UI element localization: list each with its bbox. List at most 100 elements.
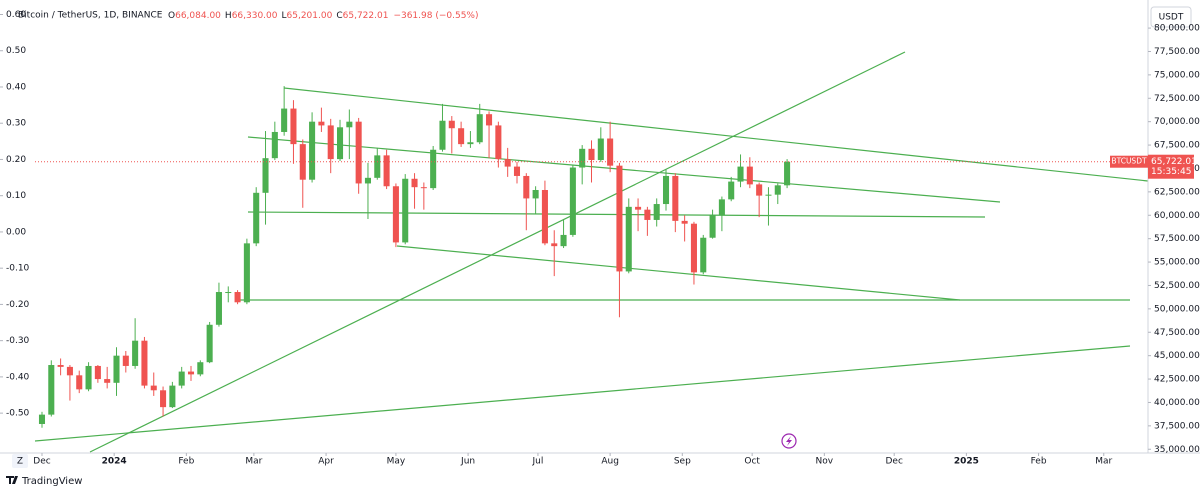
y-tick-label: 67,500.00 bbox=[1154, 141, 1200, 151]
unit-button[interactable] bbox=[1150, 6, 1192, 28]
countdown-label: 15:35:45 bbox=[1151, 167, 1191, 177]
candle-body bbox=[513, 166, 521, 176]
y2-tick-label: 0.10 bbox=[6, 191, 26, 201]
candle-body bbox=[784, 161, 791, 186]
candle-body bbox=[560, 234, 567, 247]
x-tick-label: 2025 bbox=[954, 457, 979, 467]
y-tick-label: 52,500.00 bbox=[1154, 281, 1200, 291]
trend-line bbox=[283, 87, 1149, 182]
ohlc-value: 65,201.00 bbox=[287, 11, 333, 21]
candle-body bbox=[76, 375, 83, 390]
price-tag-label: 65,722.01 bbox=[1151, 157, 1197, 167]
candle-body bbox=[439, 120, 446, 150]
timezone-label[interactable]: Z bbox=[17, 457, 23, 467]
candle-body bbox=[495, 125, 502, 160]
ohlc-key: L bbox=[282, 11, 287, 21]
candle-body bbox=[541, 189, 548, 244]
y-tick-label: 72,500.00 bbox=[1154, 94, 1200, 104]
x-tick-label: Feb bbox=[178, 457, 194, 467]
candle-body bbox=[337, 127, 344, 160]
candle-body bbox=[132, 340, 139, 366]
price-tag bbox=[1148, 154, 1194, 179]
lightning-icon[interactable] bbox=[781, 433, 797, 449]
candle-body bbox=[681, 220, 688, 224]
y-tick-label: 60,000.00 bbox=[1154, 211, 1200, 221]
candle-body bbox=[709, 215, 716, 238]
ohlc-legend: O66,084.00 H66,330.00 L65,201.00 C65,722.01… bbox=[168, 11, 479, 21]
brand-logo bbox=[6, 476, 18, 484]
y2-tick-label: 0.30 bbox=[6, 119, 26, 129]
candle-body bbox=[448, 120, 455, 129]
candle-body bbox=[38, 414, 46, 424]
change-value: −361.98 (−0.55%) bbox=[393, 11, 478, 21]
candle-body bbox=[85, 365, 92, 390]
candle-body bbox=[374, 155, 381, 178]
candle-body bbox=[746, 166, 753, 185]
y-tick-label: 57,500.00 bbox=[1154, 234, 1200, 244]
candle-body bbox=[160, 390, 167, 408]
y-tick-label: 77,500.00 bbox=[1154, 47, 1200, 57]
candle-body bbox=[458, 128, 465, 145]
candle-body bbox=[774, 185, 781, 195]
candle-body bbox=[653, 204, 660, 220]
candle-body bbox=[662, 175, 670, 205]
candle-body bbox=[616, 165, 623, 272]
x-tick-label: Feb bbox=[1031, 457, 1047, 467]
candle-body bbox=[551, 243, 558, 247]
candle-body bbox=[318, 121, 325, 126]
candle-body bbox=[765, 194, 772, 196]
candle-body bbox=[625, 206, 632, 272]
candle-body bbox=[355, 121, 362, 184]
symbol-title: Bitcoin / TetherUS, 1D, BINANCE bbox=[18, 11, 163, 21]
unit-label[interactable]: USDT bbox=[1159, 13, 1184, 23]
y2-tick-label: 0.60 bbox=[6, 10, 26, 20]
symbol-tag-label: BTCUSDT bbox=[1111, 157, 1147, 166]
y-tick-label: 37,500.00 bbox=[1154, 421, 1200, 431]
y-tick-label: 75,000.00 bbox=[1154, 70, 1200, 80]
y-tick-label: 80,000.00 bbox=[1154, 24, 1200, 34]
trend-lines bbox=[34, 51, 1149, 453]
candle-body bbox=[253, 192, 260, 244]
candle-body bbox=[169, 385, 176, 408]
candle-body bbox=[476, 114, 483, 143]
candle-body bbox=[113, 355, 120, 383]
candle-body bbox=[141, 340, 148, 386]
candle-body bbox=[644, 209, 651, 220]
ohlc-value: 66,084.00 bbox=[175, 11, 221, 21]
candle-body bbox=[243, 243, 250, 303]
candle-body bbox=[392, 186, 399, 243]
ohlc-key: O bbox=[168, 11, 175, 21]
candle-body bbox=[309, 121, 316, 180]
symbol-tag bbox=[1110, 155, 1148, 168]
candle-body bbox=[728, 181, 735, 200]
candle-body bbox=[215, 292, 222, 325]
y-tick-label: 40,000.00 bbox=[1154, 398, 1200, 408]
candle-body bbox=[523, 175, 530, 199]
candle-body bbox=[467, 142, 474, 145]
candle-body bbox=[346, 121, 353, 128]
x-tick-label: Jul bbox=[532, 457, 544, 467]
candle-body bbox=[94, 365, 101, 380]
x-tick-label: Mar bbox=[245, 457, 262, 467]
candle-body bbox=[532, 189, 539, 199]
candle-body bbox=[737, 166, 744, 182]
candle-body bbox=[569, 167, 576, 235]
candle-body bbox=[122, 355, 129, 366]
x-tick-label: Mar bbox=[1095, 457, 1112, 467]
trend-line bbox=[34, 345, 1131, 442]
y2-tick-label: 0.00 bbox=[6, 227, 26, 237]
x-tick-label: Apr bbox=[318, 457, 334, 467]
trend-line bbox=[89, 51, 906, 453]
candle-body bbox=[234, 292, 241, 303]
y2-tick-label: 0.40 bbox=[6, 82, 26, 92]
timezone-button[interactable] bbox=[12, 454, 28, 468]
candle-body bbox=[700, 237, 707, 273]
x-tick-label: Aug bbox=[601, 457, 619, 467]
x-tick-label: Nov bbox=[816, 457, 834, 467]
ohlc-key: H bbox=[225, 11, 232, 21]
candle-body bbox=[756, 184, 763, 196]
x-tick-label: Sep bbox=[674, 457, 691, 467]
candle-body bbox=[607, 138, 614, 166]
y2-tick-label: -0.20 bbox=[6, 300, 30, 310]
y-tick-label: 35,000.00 bbox=[1154, 445, 1200, 455]
